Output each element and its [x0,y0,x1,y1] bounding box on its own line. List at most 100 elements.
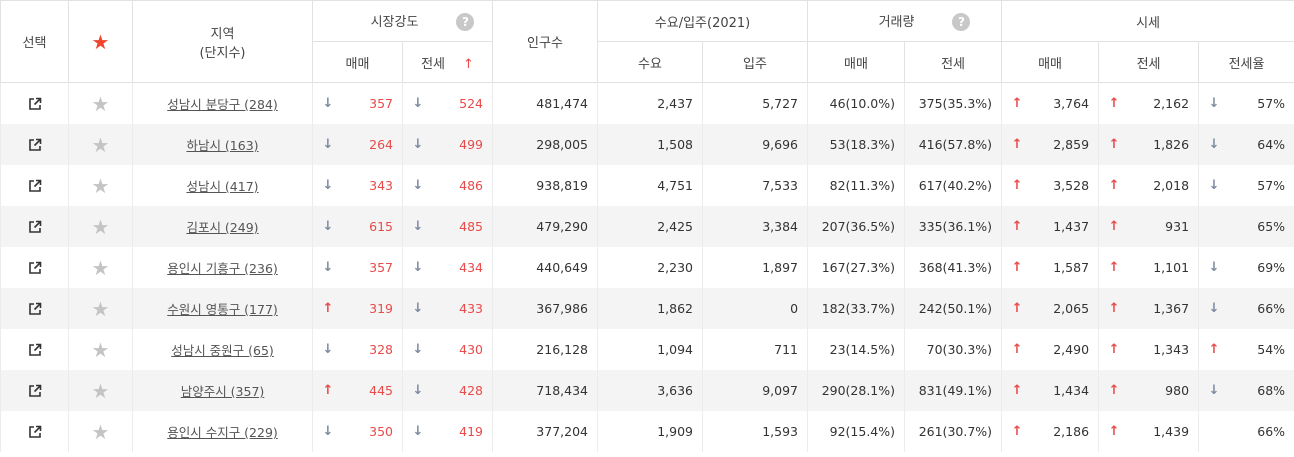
header-population[interactable]: 인구수 [492,0,598,83]
table-row: ★ 남양주시 (357) ↑ 445 ↓ 428 718,434 3,636 9,0… [0,370,1294,411]
external-link-icon[interactable] [28,219,42,234]
supply-cell: 3,384 [701,206,809,247]
population-cell: 440,649 [492,247,598,288]
tx-jeonse-cell: 261(30.7%) [904,411,1003,452]
jeonse-ratio-cell: ↓ 57% [1198,82,1294,124]
demand-cell: 2,230 [597,247,703,288]
help-icon[interactable]: ? [952,13,971,32]
select-cell [0,124,69,165]
tx-jeonse-cell: 335(36.1%) [904,206,1003,247]
star-icon[interactable]: ★ [91,173,110,198]
star-icon[interactable]: ★ [91,378,110,403]
header-price-sale[interactable]: 매매 [1001,41,1100,83]
arrow-down-icon: ↓ [412,137,424,152]
price-jeonse-cell: ↑ 1,826 [1098,124,1200,165]
arrow-up-icon: ↑ [1011,301,1023,316]
region-link[interactable]: 김포시 (249) [186,220,259,235]
star-icon[interactable]: ★ [91,419,110,444]
external-link-icon[interactable] [28,424,42,439]
star-icon[interactable]: ★ [91,29,110,54]
star-icon[interactable]: ★ [91,337,110,362]
header-tx-jeonse[interactable]: 전세 [904,41,1003,83]
star-icon[interactable]: ★ [91,91,110,116]
region-link[interactable]: 성남시 (417) [186,179,259,194]
region-cell: 남양주시 (357) [132,370,313,411]
header-supply[interactable]: 입주 [701,41,809,83]
region-cell: 성남시 중원구 (65) [132,329,313,370]
price-jeonse-cell: ↑ 2,018 [1098,165,1200,206]
star-icon[interactable]: ★ [91,132,110,157]
favorite-cell: ★ [68,370,133,411]
star-icon[interactable]: ★ [91,214,110,239]
table-row: ★ 성남시 (417) ↓ 343 ↓ 486 938,819 4,751 7,53… [0,165,1294,206]
arrow-down-icon: ↓ [412,260,424,275]
star-icon[interactable]: ★ [91,255,110,280]
favorite-cell: ★ [68,247,133,288]
population-cell: 718,434 [492,370,598,411]
ms-jeonse-cell: ↓ 428 [402,370,493,411]
header-ms-sale[interactable]: 매매 [312,41,403,83]
sort-arrow-icon: ↑ [463,56,474,72]
tx-sale-cell: 92(15.4%) [807,411,906,452]
region-link[interactable]: 남양주시 (357) [180,384,265,399]
demand-cell: 1,094 [597,329,703,370]
external-link-icon[interactable] [28,301,42,316]
arrow-down-icon: ↓ [412,96,424,111]
external-link-icon[interactable] [28,260,42,275]
arrow-up-icon: ↑ [322,383,334,398]
external-link-icon[interactable] [28,178,42,193]
region-link[interactable]: 성남시 분당구 (284) [167,97,278,112]
arrow-down-icon: ↓ [1208,260,1220,275]
star-icon[interactable]: ★ [91,296,110,321]
supply-cell: 1,897 [701,247,809,288]
external-link-icon[interactable] [28,383,42,398]
header-favorite[interactable]: ★ [68,0,133,83]
supply-cell: 9,696 [701,124,809,165]
price-jeonse-cell: ↑ 1,101 [1098,247,1200,288]
arrow-up-icon: ↑ [1011,219,1023,234]
region-link[interactable]: 용인시 수지구 (229) [167,425,278,440]
help-icon[interactable]: ? [456,13,475,32]
select-cell [0,329,69,370]
demand-cell: 1,862 [597,288,703,329]
region-link[interactable]: 수원시 영통구 (177) [167,302,278,317]
external-link-icon[interactable] [28,342,42,357]
tx-jeonse-cell: 70(30.3%) [904,329,1003,370]
ms-jeonse-cell: ↓ 485 [402,206,493,247]
header-jeonse-ratio[interactable]: 전세율 [1198,41,1294,83]
tx-sale-cell: 290(28.1%) [807,370,906,411]
header-demand[interactable]: 수요 [597,41,703,83]
tx-jeonse-cell: 375(35.3%) [904,82,1003,124]
region-link[interactable]: 성남시 중원구 (65) [171,343,274,358]
arrow-down-icon: ↓ [412,301,424,316]
arrow-down-icon: ↓ [322,96,334,111]
arrow-up-icon: ↑ [1108,219,1120,234]
ms-jeonse-cell: ↓ 433 [402,288,493,329]
external-link-icon[interactable] [28,96,42,111]
ms-sale-cell: ↓ 615 [312,206,403,247]
select-cell [0,247,69,288]
supply-cell: 9,097 [701,370,809,411]
arrow-up-icon: ↑ [1108,424,1120,439]
tx-jeonse-cell: 831(49.1%) [904,370,1003,411]
external-link-icon[interactable] [28,137,42,152]
region-cell: 하남시 (163) [132,124,313,165]
header-ms-jeonse[interactable]: 전세 ↑ [402,41,493,83]
jeonse-ratio-cell: ↓ 57% [1198,165,1294,206]
tx-sale-cell: 82(11.3%) [807,165,906,206]
select-cell [0,411,69,452]
jeonse-ratio-cell: ↓ 69% [1198,247,1294,288]
supply-cell: 5,727 [701,82,809,124]
header-region[interactable]: 지역 (단지수) [132,0,313,83]
header-tx-sale[interactable]: 매매 [807,41,906,83]
header-price-jeonse[interactable]: 전세 [1098,41,1200,83]
arrow-up-icon: ↑ [1108,342,1120,357]
arrow-down-icon: ↓ [412,178,424,193]
region-link[interactable]: 용인시 기흥구 (236) [167,261,278,276]
population-cell: 938,819 [492,165,598,206]
supply-cell: 1,593 [701,411,809,452]
region-link[interactable]: 하남시 (163) [186,138,259,153]
demand-cell: 2,425 [597,206,703,247]
header-price: 시세 [1001,0,1294,42]
